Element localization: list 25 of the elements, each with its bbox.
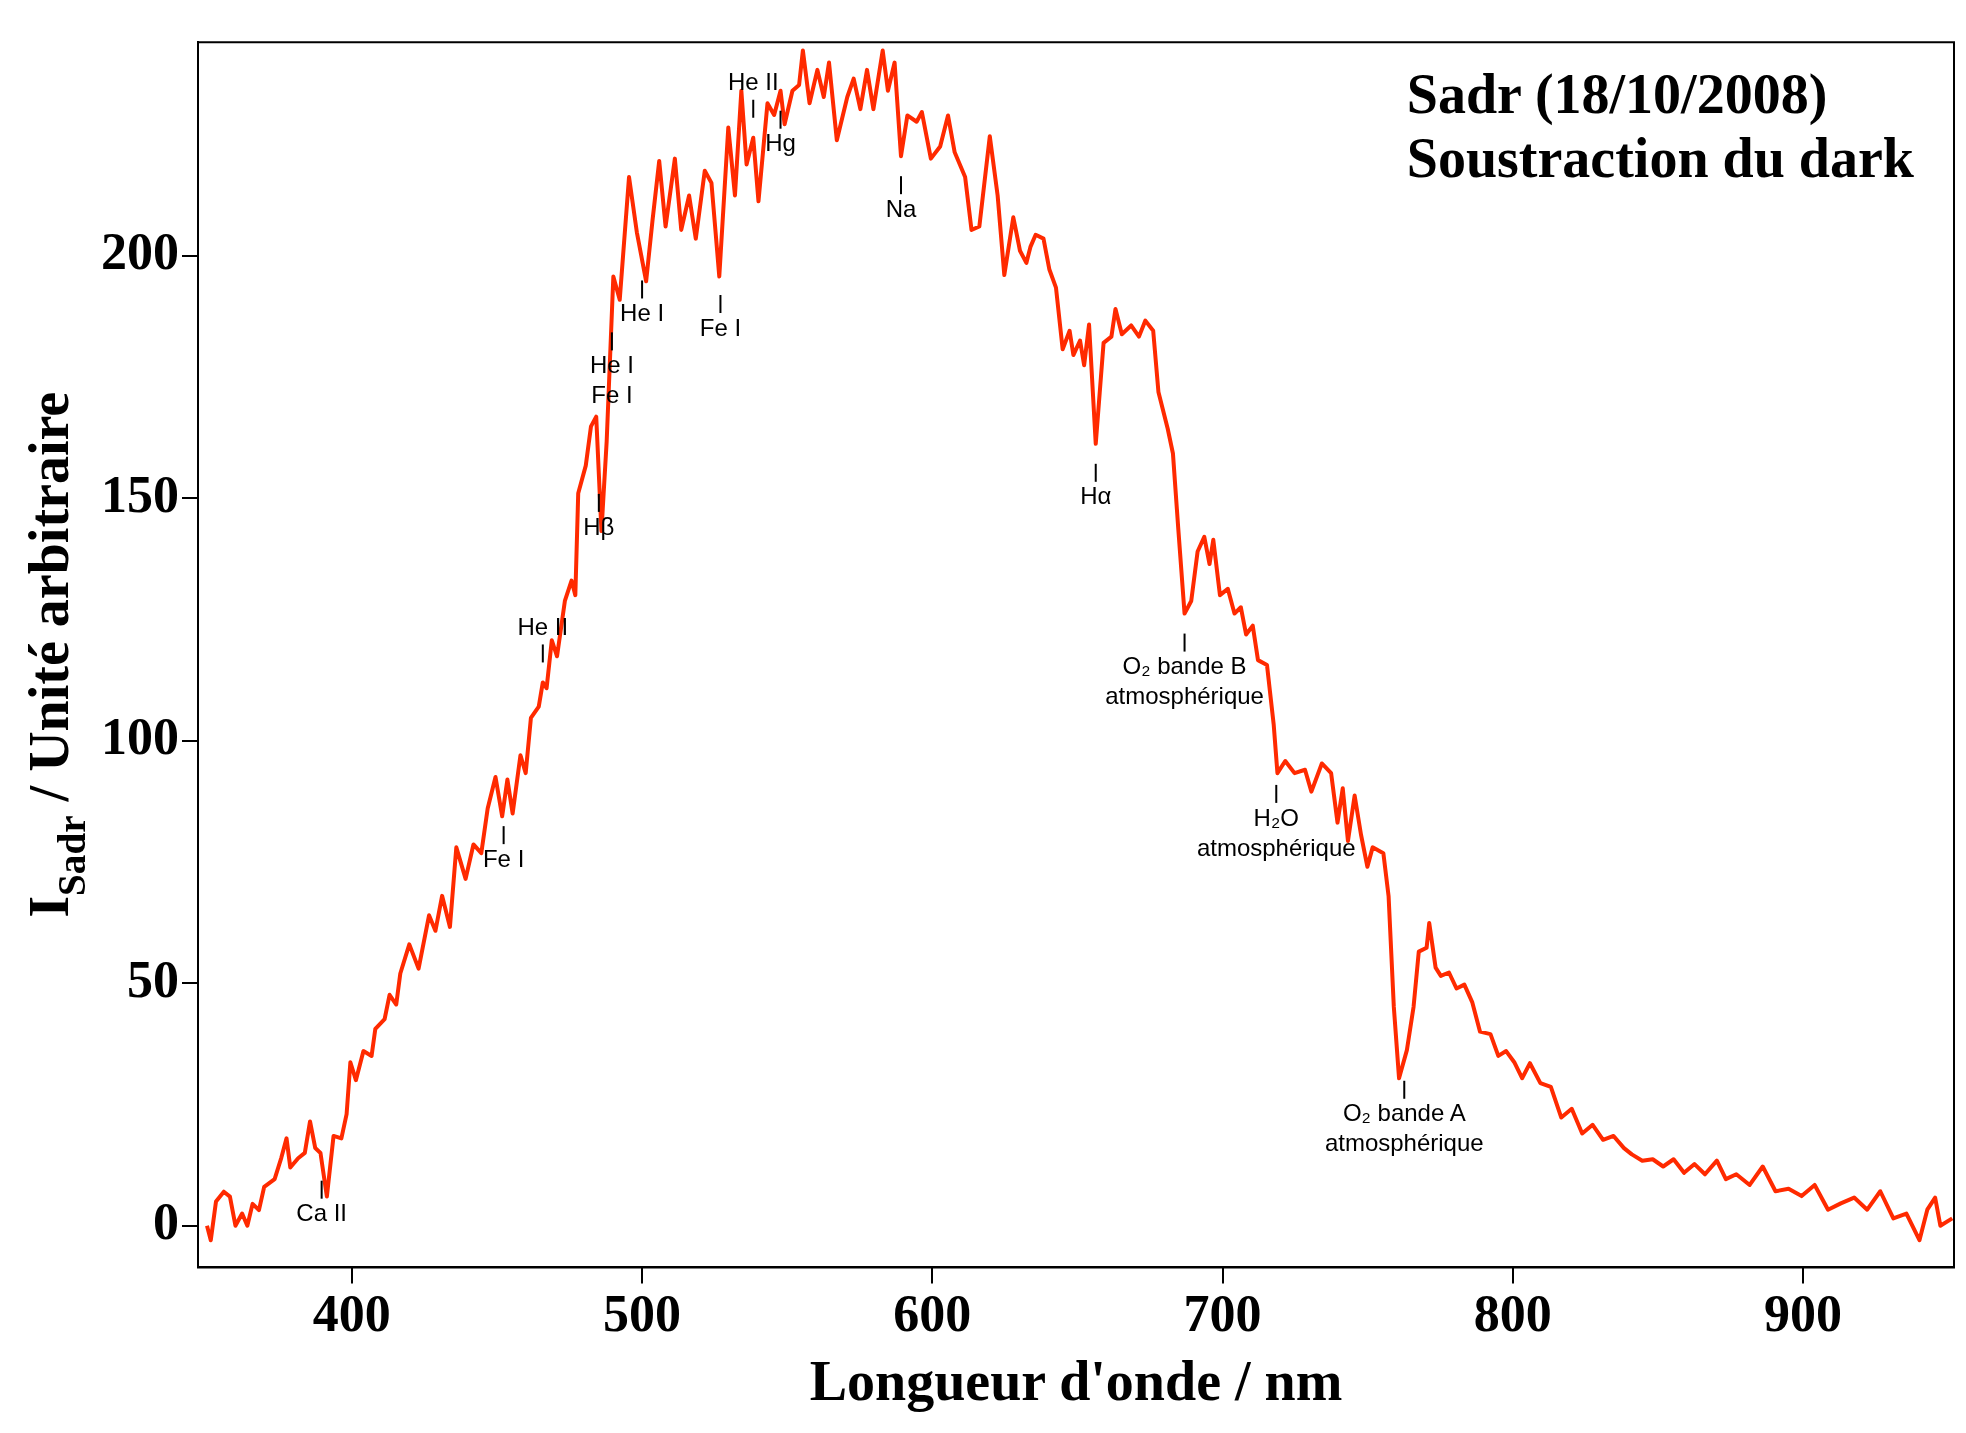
x-tick-label: 400 xyxy=(312,1285,391,1343)
x-tick-label: 500 xyxy=(603,1285,682,1343)
x-tick-label: 800 xyxy=(1473,1285,1552,1343)
annotation: Fe I xyxy=(699,313,742,341)
annotation: Hg xyxy=(765,129,796,157)
annotation: Ca II xyxy=(296,1199,347,1227)
annotation: He I xyxy=(620,299,665,327)
y-tick-label: 150 xyxy=(101,465,179,523)
x-tick-label: 600 xyxy=(893,1285,972,1343)
y-tick-label: 200 xyxy=(101,223,179,281)
x-axis-title: Longueur d'onde / nm xyxy=(809,1349,1343,1412)
x-tick-label: 700 xyxy=(1183,1285,1262,1343)
annotation: O₂ bande B atmosphérique xyxy=(1105,652,1264,710)
annotation: He II xyxy=(727,68,779,96)
y-tick-label: 0 xyxy=(153,1193,179,1251)
x-tick-label: 900 xyxy=(1764,1285,1843,1343)
annotation: O₂ bande A atmosphérique xyxy=(1324,1099,1484,1157)
text: Sadr (18/10/2008) Soustraction du dark xyxy=(1406,62,1915,189)
annotation: Fe I xyxy=(482,844,525,872)
annotation: Hα xyxy=(1080,482,1112,510)
y-tick-label: 100 xyxy=(101,708,179,766)
annotation: H₂O atmosphérique xyxy=(1196,803,1356,861)
y-tick-label: 50 xyxy=(127,950,179,1008)
annotation: Na xyxy=(885,194,917,222)
y-axis-title: ISadr / Unité arbitraire xyxy=(18,391,93,918)
